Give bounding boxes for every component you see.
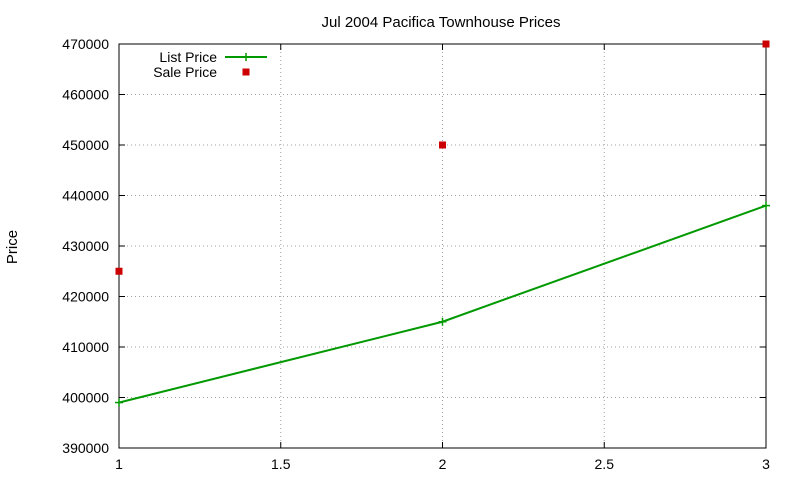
data-point [438,317,447,326]
data-point [115,267,123,275]
legend-marker [242,53,250,61]
series-sale-price [115,40,770,275]
axes: 1 1.5 2 2.5 3 390000 400000 410000 420000 430000 4… [62,36,770,472]
series-list-price [115,201,770,407]
data-point [762,40,770,48]
data-point [439,141,446,149]
x-tick-label: 2 [439,456,447,472]
data-point [115,398,123,407]
x-tick-label: 1.5 [271,456,291,472]
y-tick-label: 440000 [62,188,109,204]
y-tick-label: 420000 [62,289,109,305]
y-tick-label: 460000 [62,87,109,103]
legend-marker [242,68,250,76]
legend-item: Sale Price [153,64,250,80]
x-tick-label: 3 [762,456,770,472]
y-axis-label: Price [4,230,21,264]
chart-title: Jul 2004 Pacifica Townhouse Prices [321,14,560,31]
data-point [762,201,770,210]
y-tick-label: 390000 [62,440,109,456]
y-tick-label: 430000 [62,238,109,254]
grid-lines [119,44,766,448]
y-tick-label: 450000 [62,137,109,153]
y-tick-label: 400000 [62,390,109,406]
y-tick-label: 410000 [62,339,109,355]
legend-label: List Price [159,49,217,65]
x-tick-label: 2.5 [595,456,615,472]
legend-item: List Price [159,49,267,65]
data-series [115,40,770,407]
y-tick-label: 470000 [62,36,109,52]
legend-label: Sale Price [153,64,217,80]
x-tick-label: 1 [115,456,123,472]
